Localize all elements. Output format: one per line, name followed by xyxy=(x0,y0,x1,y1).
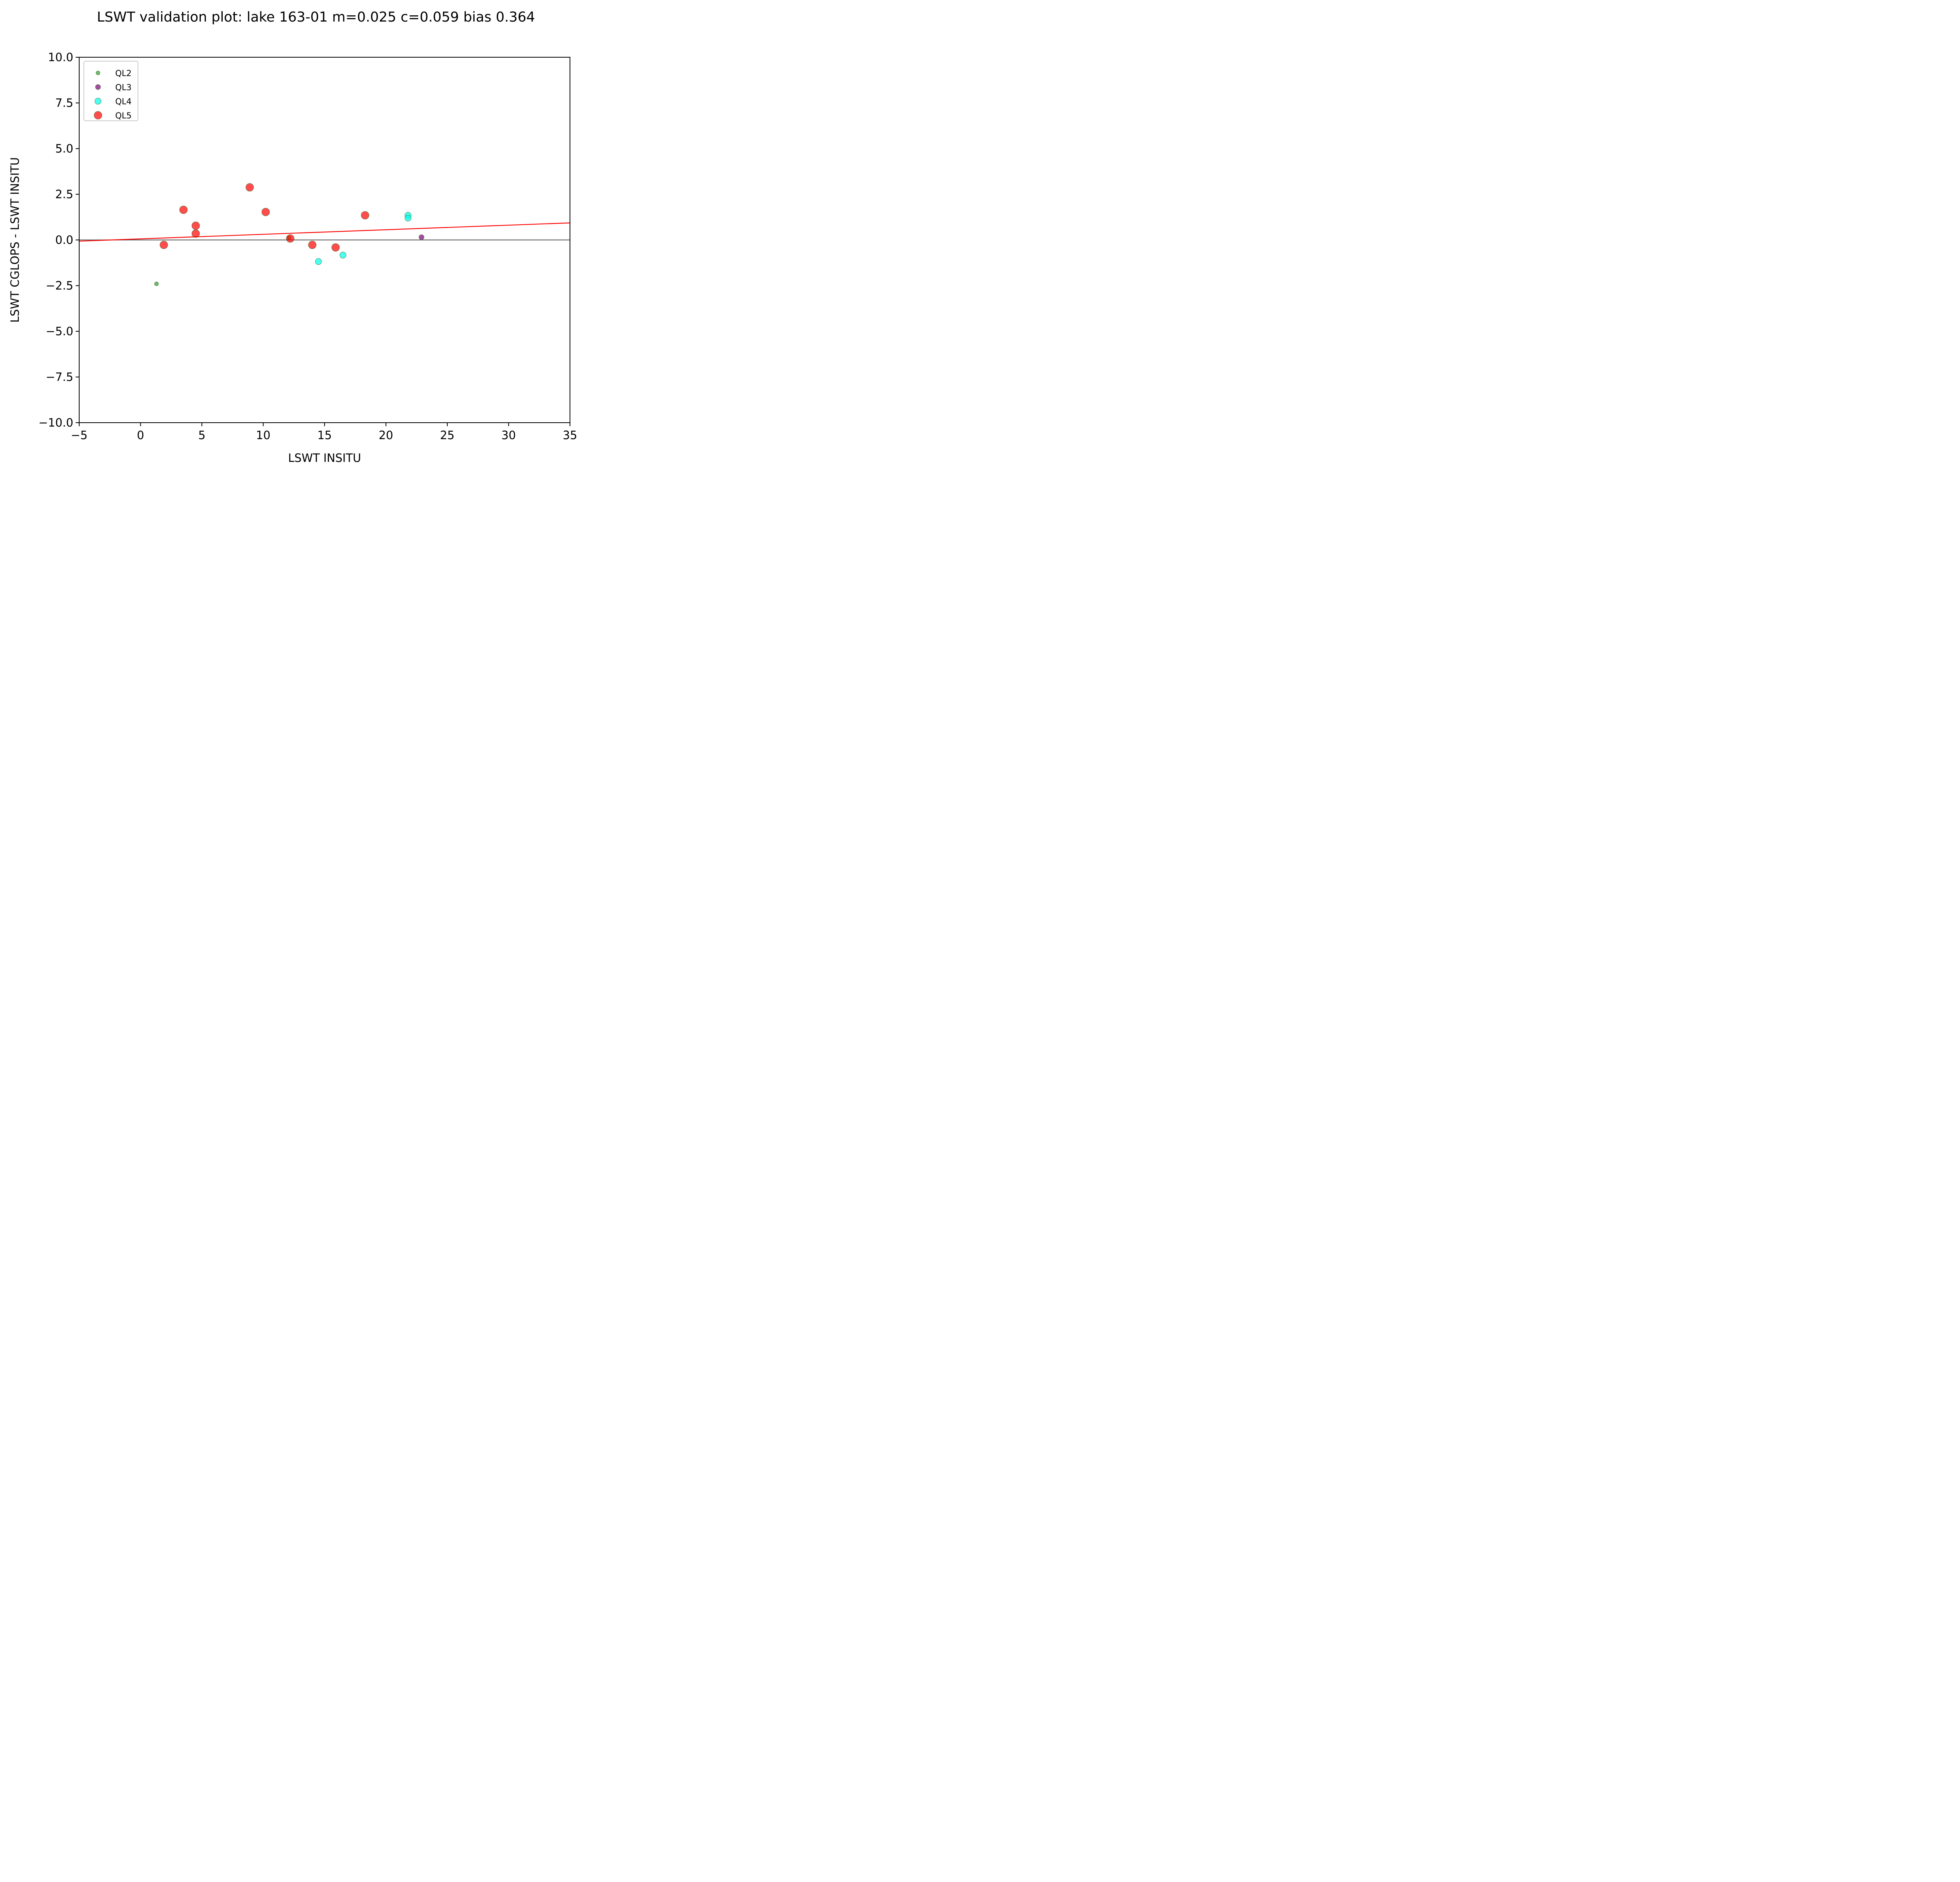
y-tick-label: 2.5 xyxy=(55,188,73,201)
legend-label-ql5: QL5 xyxy=(115,111,132,120)
data-point-ql5 xyxy=(261,208,270,216)
y-tick-label: −2.5 xyxy=(46,279,73,292)
legend-marker-ql4 xyxy=(94,98,102,105)
x-tick-label: 15 xyxy=(318,429,332,442)
legend-marker-ql2 xyxy=(96,71,100,75)
y-axis-label: LSWT CGLOPS - LSWT INSITU xyxy=(8,157,22,323)
y-tick-label: −5.0 xyxy=(46,325,73,338)
y-tick-label: 7.5 xyxy=(55,96,73,110)
data-point-ql4 xyxy=(315,258,322,265)
data-point-ql5 xyxy=(160,241,168,249)
x-tick-label: 35 xyxy=(563,429,577,442)
data-point-ql3 xyxy=(419,234,425,240)
plot-area xyxy=(79,183,570,286)
x-tick-label: 20 xyxy=(379,429,393,442)
y-tick-label: 0.0 xyxy=(55,233,73,247)
fit-line xyxy=(79,222,570,242)
data-point-ql4 xyxy=(405,214,412,222)
chart: LSWT validation plot: lake 163-01 m=0.02… xyxy=(0,0,627,470)
legend-label-ql2: QL2 xyxy=(115,69,132,78)
x-tick-label: −5 xyxy=(71,429,88,442)
chart-title: LSWT validation plot: lake 163-01 m=0.02… xyxy=(97,9,535,25)
legend-box xyxy=(83,61,138,121)
x-axis-label: LSWT INSITU xyxy=(288,451,361,465)
x-tick-label: 5 xyxy=(198,429,205,442)
data-point-ql5 xyxy=(245,183,254,192)
y-tick-label: −7.5 xyxy=(46,371,73,384)
data-point-ql5 xyxy=(286,234,294,243)
data-point-ql2 xyxy=(154,282,159,286)
y-tick-label: 10.0 xyxy=(48,51,73,64)
y-tick-label: 5.0 xyxy=(55,142,73,155)
data-point-ql5 xyxy=(361,211,369,220)
y-tick-label: −10.0 xyxy=(38,416,73,429)
data-point-ql4 xyxy=(339,252,347,259)
data-point-ql5 xyxy=(179,205,188,214)
legend-marker-ql5 xyxy=(94,111,102,120)
data-point-ql5 xyxy=(191,222,200,230)
legend-marker-ql3 xyxy=(95,84,101,90)
data-point-ql5 xyxy=(308,241,317,249)
x-tick-label: 10 xyxy=(256,429,270,442)
data-point-ql5 xyxy=(331,243,340,252)
x-tick-label: 30 xyxy=(501,429,516,442)
data-point-ql5 xyxy=(191,229,200,238)
axis-ticks: −5 0 5 10 15 20 25 30 35 10.0 7.5 5.0 2.5 0.0 −2.5 −5.0… xyxy=(38,51,577,442)
x-tick-label: 0 xyxy=(137,429,144,442)
legend: QL2 QL3 QL4 QL5 xyxy=(83,61,138,121)
legend-label-ql3: QL3 xyxy=(115,83,132,92)
x-tick-label: 25 xyxy=(440,429,455,442)
legend-label-ql4: QL4 xyxy=(115,97,132,106)
